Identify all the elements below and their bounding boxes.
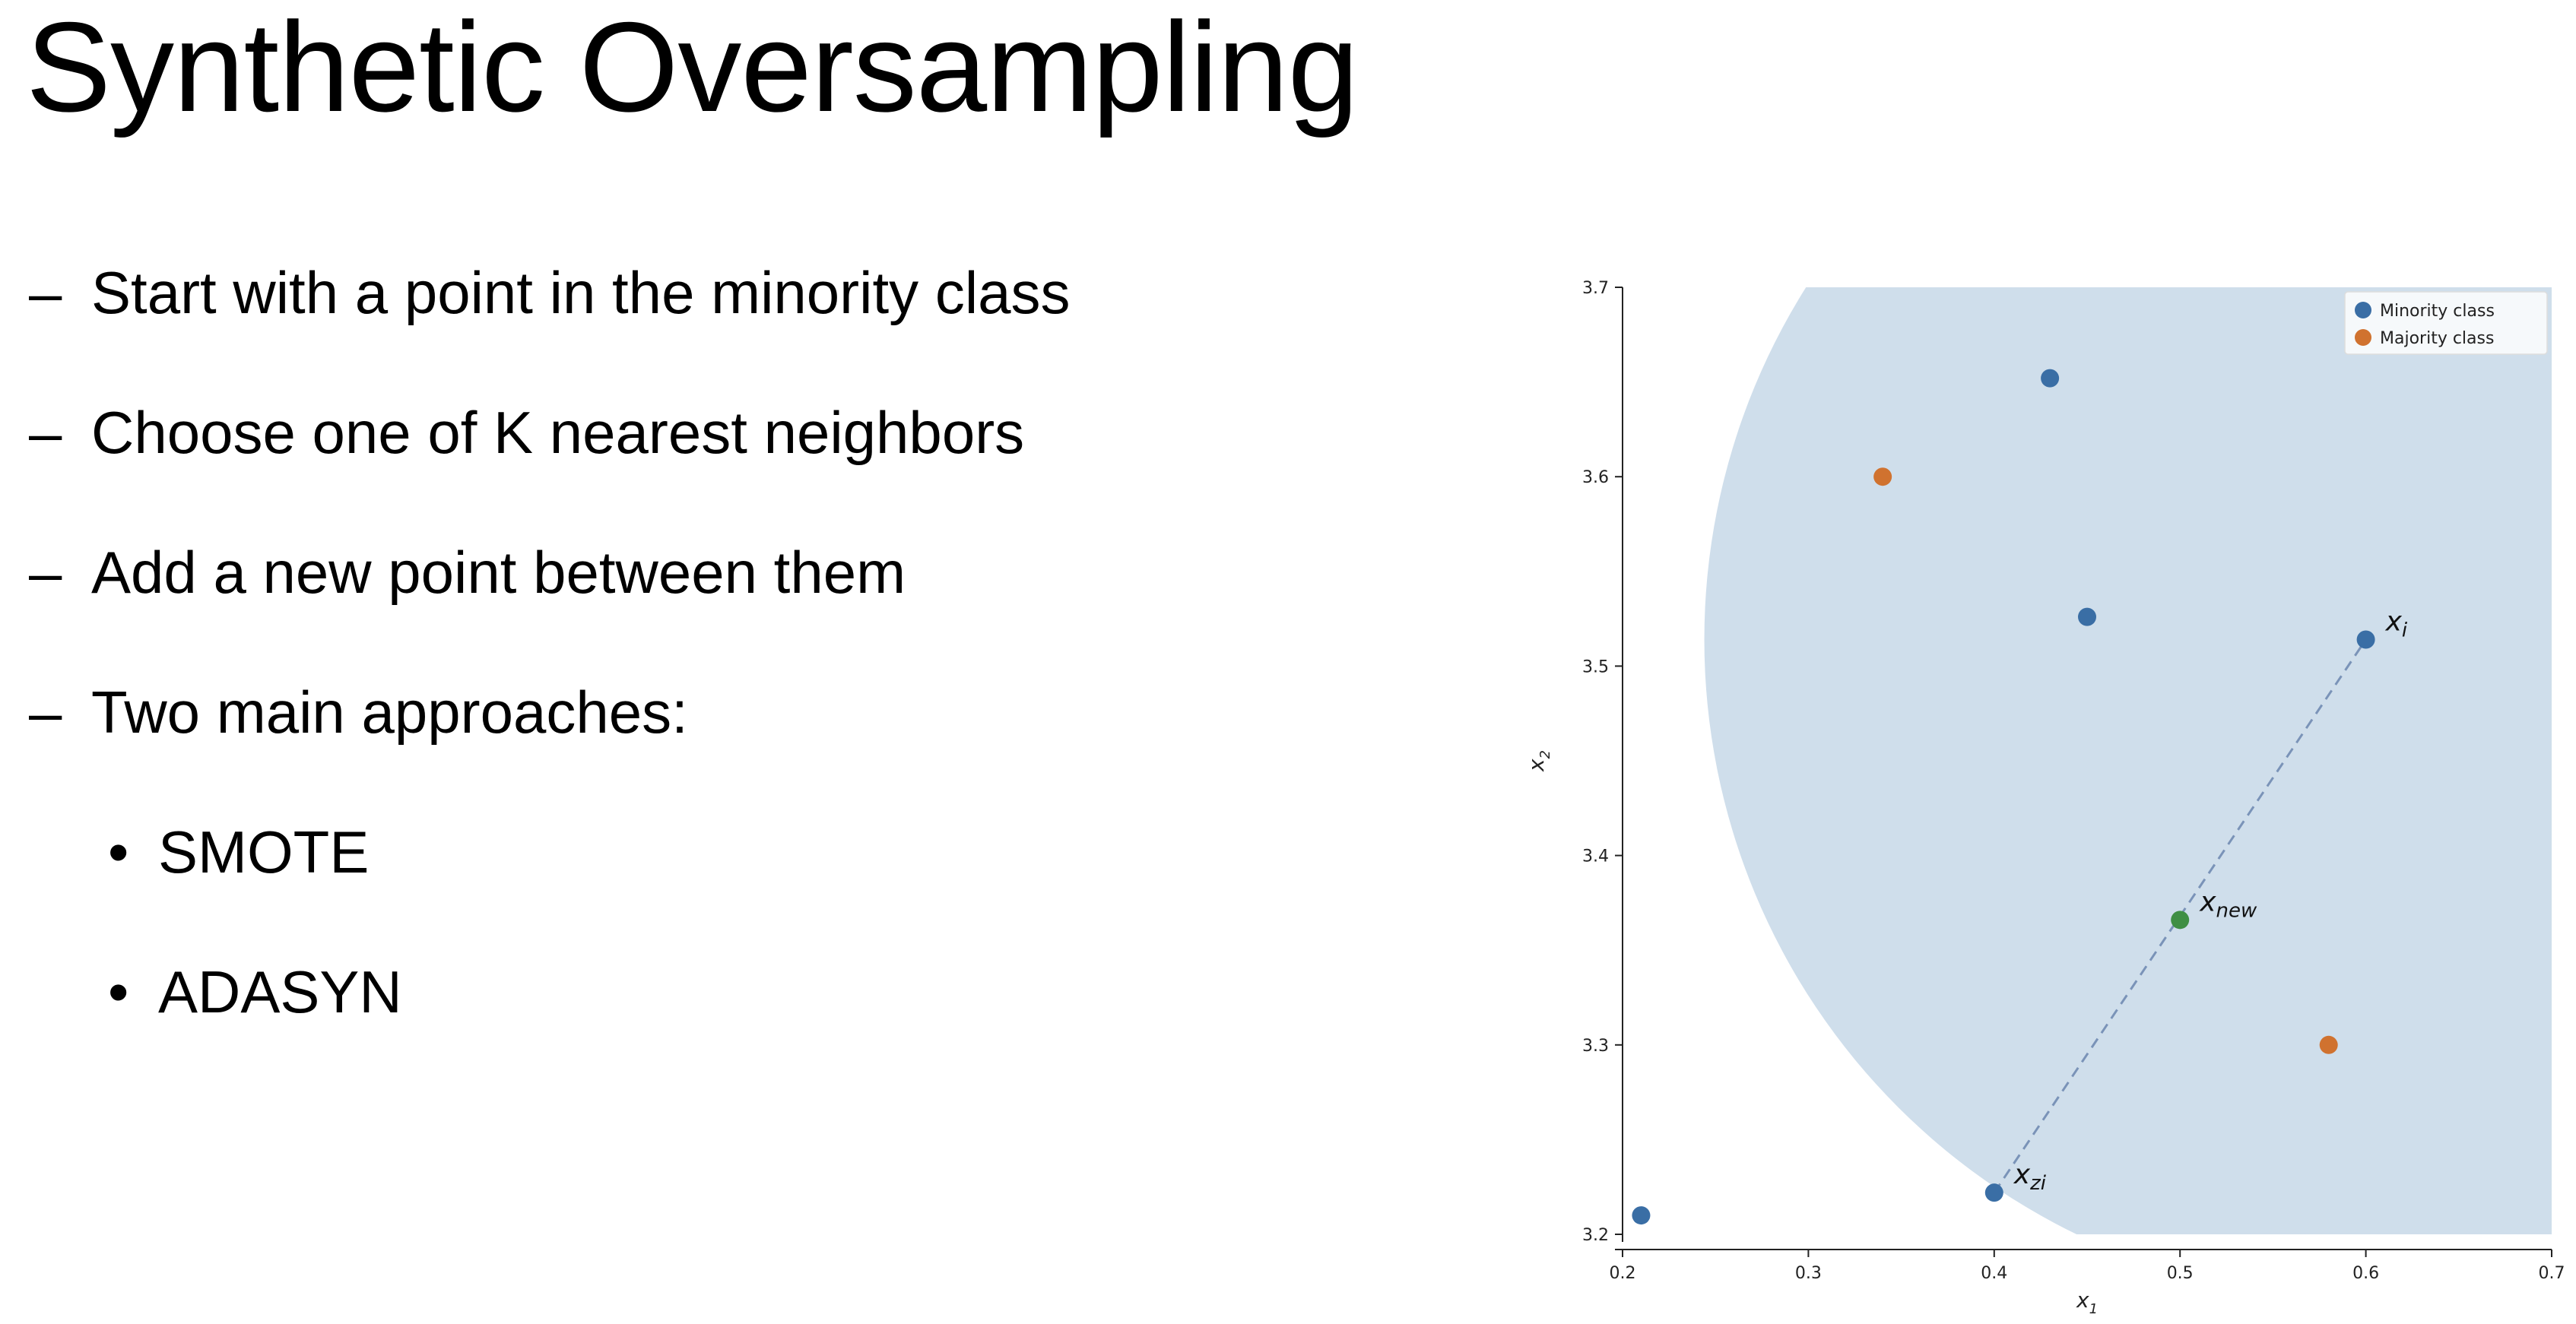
bullet-text: SMOTE (158, 819, 370, 885)
y-tick-label: 3.7 (1582, 279, 1609, 298)
bullet-dot-marker: • (108, 958, 129, 1025)
x-tick-label: 0.5 (2167, 1264, 2194, 1283)
x-axis-label: x1 (2076, 1288, 2098, 1317)
chart-legend: Minority class Majority class (2344, 291, 2548, 355)
x-tick-label: 0.6 (2352, 1264, 2379, 1283)
bullet-text: Start with a point in the minority class (91, 259, 1071, 326)
bullet-text: Add a new point between them (91, 539, 906, 606)
x-tick-label: 0.3 (1795, 1264, 1822, 1283)
dash-marker: – (29, 539, 62, 606)
smote-scatter-chart: 0.2 0.3 0.4 0.5 0.6 0.7 3.2 3.3 3.4 3.5 3.6 3.7 x1 x2… (1524, 279, 2565, 1317)
y-axis-label-group: x2 (1524, 750, 1553, 772)
x-tick-label: 0.2 (1610, 1264, 1636, 1283)
bullet-text: Two main approaches: (91, 679, 688, 746)
y-tick-label: 3.5 (1582, 657, 1609, 676)
dash-marker: – (29, 399, 62, 466)
bullet-text: Choose one of K nearest neighbors (91, 399, 1025, 466)
dash-marker: – (29, 259, 62, 326)
majority-point (1873, 467, 1892, 486)
x-tick-label: 0.4 (1981, 1264, 2007, 1283)
legend-box (2344, 291, 2548, 355)
minority-point (1632, 1206, 1651, 1225)
dash-marker: – (29, 679, 62, 746)
synthetic-point (2171, 911, 2190, 930)
y-tick-label: 3.3 (1582, 1037, 1609, 1056)
minority-point (1984, 1183, 2003, 1202)
y-tick-label: 3.2 (1582, 1226, 1609, 1245)
legend-marker (2355, 329, 2371, 346)
minority-point (2356, 630, 2375, 649)
point-annotation-zi: xzi (2013, 1159, 2047, 1195)
y-tick-label: 3.4 (1582, 847, 1609, 866)
neighborhood-region (1704, 287, 2552, 1234)
slide-title: Synthetic Oversampling (26, 0, 1359, 138)
minority-point (2078, 607, 2096, 626)
bullet-dot-marker: • (108, 819, 129, 885)
y-tick-label: 3.6 (1582, 468, 1609, 487)
legend-marker (2355, 302, 2371, 318)
minority-point (2041, 369, 2060, 388)
legend-label: Minority class (2380, 302, 2495, 321)
bullet-text: ADASYN (158, 958, 402, 1025)
legend-label: Majority class (2380, 329, 2494, 348)
majority-point (2319, 1035, 2338, 1054)
x-tick-label: 0.7 (2539, 1264, 2565, 1283)
y-axis-label: x2 (1524, 750, 1553, 772)
